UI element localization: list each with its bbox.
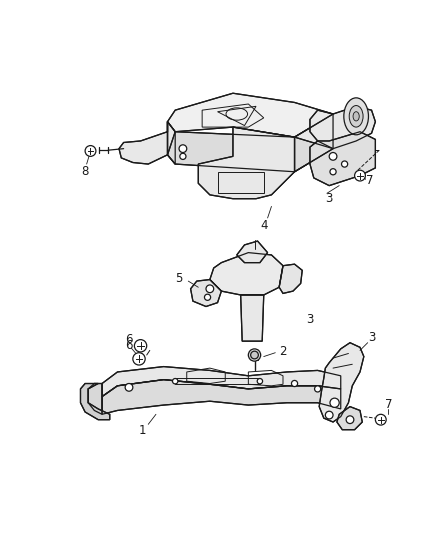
Text: 4: 4 bbox=[260, 219, 268, 232]
Circle shape bbox=[257, 378, 263, 384]
Polygon shape bbox=[310, 106, 375, 149]
Circle shape bbox=[206, 285, 214, 293]
Polygon shape bbox=[310, 132, 375, 185]
Text: 3: 3 bbox=[368, 331, 375, 344]
Circle shape bbox=[205, 294, 211, 301]
Circle shape bbox=[342, 161, 348, 167]
Circle shape bbox=[248, 349, 261, 361]
Circle shape bbox=[375, 414, 386, 425]
Polygon shape bbox=[167, 122, 175, 164]
Polygon shape bbox=[119, 122, 167, 164]
Circle shape bbox=[314, 386, 321, 392]
Polygon shape bbox=[319, 343, 364, 422]
Polygon shape bbox=[167, 93, 333, 137]
Circle shape bbox=[180, 154, 186, 159]
Text: 6: 6 bbox=[125, 333, 133, 346]
Text: 2: 2 bbox=[279, 345, 287, 358]
Ellipse shape bbox=[349, 106, 363, 127]
Circle shape bbox=[133, 353, 145, 365]
Circle shape bbox=[329, 152, 337, 160]
Circle shape bbox=[291, 381, 298, 386]
Text: 3: 3 bbox=[306, 313, 314, 326]
Circle shape bbox=[346, 416, 354, 424]
Text: 7: 7 bbox=[366, 174, 374, 188]
Circle shape bbox=[179, 145, 187, 152]
Text: 1: 1 bbox=[138, 424, 146, 437]
Text: 5: 5 bbox=[175, 271, 183, 285]
Circle shape bbox=[330, 398, 339, 407]
Text: 8: 8 bbox=[81, 165, 89, 178]
Text: 3: 3 bbox=[325, 192, 333, 205]
Circle shape bbox=[325, 411, 333, 419]
Ellipse shape bbox=[344, 98, 368, 135]
Polygon shape bbox=[279, 264, 302, 294]
Polygon shape bbox=[210, 253, 283, 295]
Polygon shape bbox=[294, 114, 333, 172]
Polygon shape bbox=[88, 384, 102, 414]
Polygon shape bbox=[237, 241, 268, 263]
Polygon shape bbox=[191, 280, 221, 306]
Polygon shape bbox=[198, 127, 294, 199]
Circle shape bbox=[330, 168, 336, 175]
Ellipse shape bbox=[353, 112, 359, 121]
Text: 6: 6 bbox=[125, 338, 133, 351]
Polygon shape bbox=[102, 379, 341, 414]
Circle shape bbox=[173, 378, 178, 384]
Circle shape bbox=[125, 384, 133, 391]
Circle shape bbox=[85, 146, 96, 156]
Polygon shape bbox=[167, 132, 333, 172]
Circle shape bbox=[134, 340, 147, 352]
Polygon shape bbox=[81, 384, 110, 419]
Polygon shape bbox=[240, 295, 264, 341]
Polygon shape bbox=[337, 407, 362, 430]
Circle shape bbox=[355, 170, 365, 181]
Circle shape bbox=[251, 351, 258, 359]
Polygon shape bbox=[102, 367, 341, 397]
Text: 7: 7 bbox=[385, 398, 392, 411]
